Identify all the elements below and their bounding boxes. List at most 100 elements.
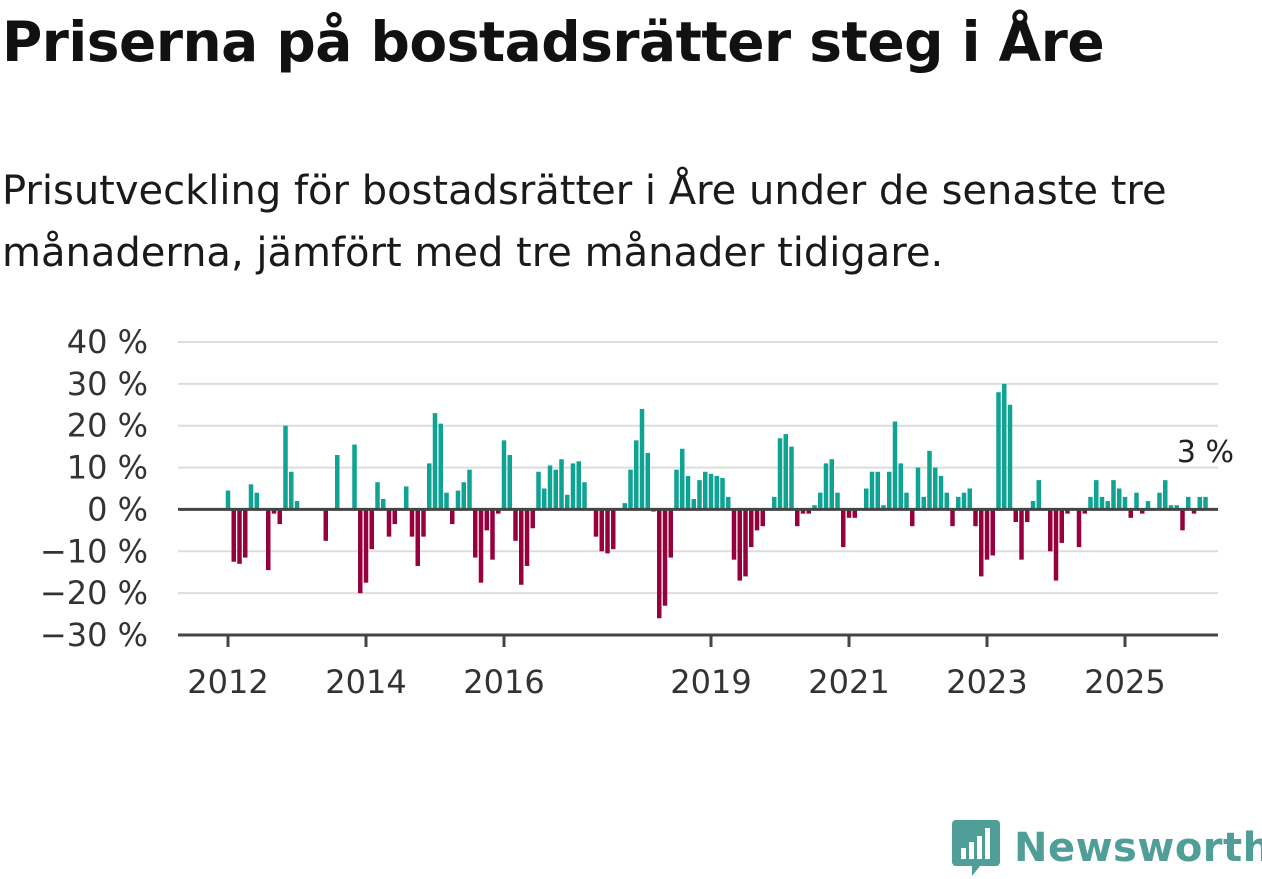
bar (1030, 501, 1036, 510)
bar (674, 469, 679, 510)
bar (478, 509, 484, 583)
bar (806, 509, 811, 514)
bar (1065, 509, 1070, 514)
bar (513, 509, 518, 541)
bar-chart: 40 %30 %20 %10 %0 %−10 %−20 %−30 % 2012 2… (40, 323, 1234, 700)
bar (726, 496, 731, 510)
bar (283, 425, 288, 510)
x-tick-label: 2019 (670, 663, 751, 700)
bar (691, 498, 696, 510)
bar (697, 480, 702, 510)
bar (1186, 496, 1191, 510)
bar (536, 471, 541, 510)
bar (1053, 509, 1059, 581)
bar (576, 461, 581, 510)
bar (432, 413, 438, 510)
bar (237, 509, 242, 564)
bar (904, 492, 909, 510)
bar (1157, 492, 1162, 510)
bar (950, 509, 955, 527)
bar (996, 392, 1001, 510)
bar (714, 475, 719, 510)
bar (294, 501, 300, 510)
bar (277, 509, 282, 525)
bar (772, 496, 777, 510)
bar (1013, 509, 1018, 522)
bar (1122, 496, 1128, 510)
bar (973, 509, 978, 527)
bar (248, 484, 254, 510)
x-tick-label: 2016 (463, 663, 544, 700)
y-axis-labels: 40 % 30 % 20 % 10 %0 % −10 % −20 % −30 % (40, 323, 148, 654)
bar (685, 475, 691, 510)
y-tick-label: −10 % (40, 532, 148, 570)
bar (622, 503, 627, 510)
bar (467, 469, 472, 510)
y-tick-label: 0 % (87, 490, 148, 528)
bar (892, 421, 898, 510)
bar (507, 455, 512, 510)
bar (944, 492, 949, 510)
bar (1094, 480, 1099, 510)
bar (887, 471, 892, 510)
bar (1002, 383, 1007, 510)
bar (593, 509, 599, 537)
bar (1025, 509, 1030, 522)
bar (553, 469, 558, 510)
bar (490, 509, 495, 560)
bar (473, 509, 478, 558)
x-tick-label: 2014 (325, 663, 406, 700)
bar (662, 509, 668, 606)
bar (720, 478, 725, 510)
y-tick-label: 40 % (67, 323, 148, 361)
bar (979, 509, 984, 577)
bar (938, 475, 944, 510)
bar (358, 509, 363, 594)
bar (559, 459, 564, 510)
bar (375, 482, 380, 510)
bar (565, 494, 570, 510)
bar (1088, 496, 1093, 510)
bar (524, 509, 530, 566)
bar (254, 492, 259, 510)
newsworthy-logo-icon (952, 820, 1000, 876)
bar (519, 509, 524, 585)
bar (438, 423, 443, 510)
bar (898, 463, 903, 510)
bar (749, 509, 754, 548)
chart-subtitle: Prisutveckling för bostadsrätter i Åre u… (2, 168, 1167, 276)
bar (289, 471, 294, 510)
bar (869, 471, 875, 510)
bar (363, 509, 369, 583)
bar (795, 509, 800, 527)
bar (1180, 509, 1185, 531)
bar (823, 463, 829, 510)
bar (1128, 509, 1133, 518)
bar (1145, 501, 1151, 510)
bar (754, 509, 760, 531)
bar (743, 509, 748, 577)
bar (369, 509, 374, 550)
y-tick-label: −20 % (40, 574, 148, 612)
bar (1019, 509, 1024, 560)
bar (645, 452, 650, 510)
bar (409, 509, 415, 537)
bar (542, 488, 547, 510)
bar (421, 509, 426, 537)
bar (875, 471, 880, 510)
bar (933, 467, 938, 510)
bar (915, 467, 921, 510)
bar (1036, 480, 1041, 510)
bar (760, 509, 765, 527)
bar (386, 509, 392, 537)
bar (731, 509, 737, 560)
bar (427, 463, 432, 510)
bar (444, 492, 449, 510)
bar (335, 455, 340, 510)
bar (225, 490, 231, 510)
bars (225, 383, 1208, 619)
last-value-label: 3 % (1177, 435, 1234, 470)
bar (496, 509, 501, 514)
chart-title: Priserna på bostadsrätter steg i Åre (2, 10, 1105, 74)
bar (547, 465, 553, 510)
